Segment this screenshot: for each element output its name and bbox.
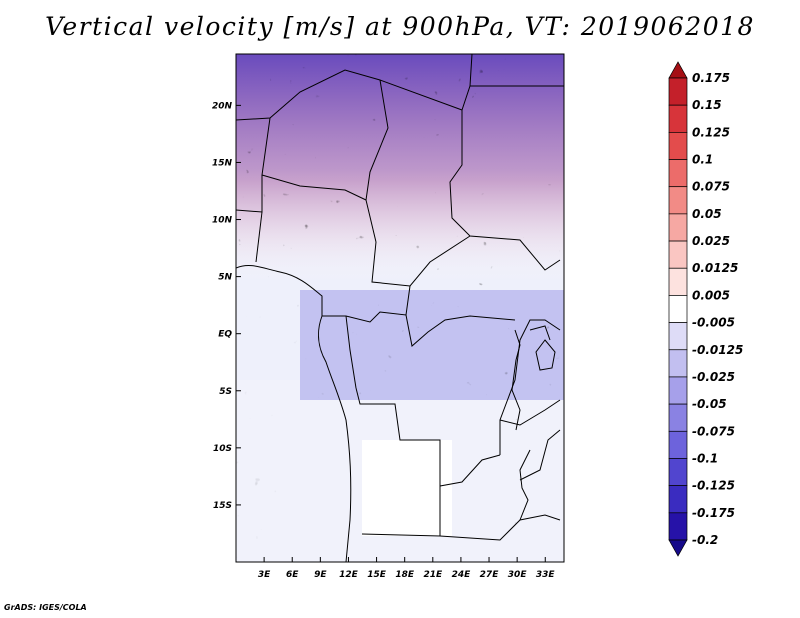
colorbar-box	[668, 186, 688, 215]
colorbar-label: -0.05	[692, 397, 727, 411]
colorbar-label: 0.1	[692, 153, 713, 167]
lon-tick-label: 15E	[367, 570, 387, 580]
chart-title: Vertical velocity [m/s] at 900hPa, VT: 2…	[45, 12, 755, 41]
colorbar-box	[668, 61, 688, 79]
map-frame	[235, 53, 565, 563]
country-borders	[236, 54, 564, 562]
colorbar-box	[668, 485, 688, 514]
lat-axis: 20N 15N 10N 5N EQ 5S 10S 15S	[212, 101, 241, 511]
lon-tick-label: 24E	[452, 570, 472, 580]
lat-tick-label: 5N	[218, 273, 232, 283]
colorbar-box	[668, 295, 688, 323]
lat-tick-label: 10N	[212, 216, 233, 226]
colorbar-label: 0.175	[692, 71, 730, 85]
colorbar-label: -0.075	[692, 424, 735, 438]
lon-tick-label: 30E	[508, 570, 528, 580]
lon-tick-label: 9E	[314, 570, 327, 580]
colorbar-label: -0.125	[692, 479, 735, 493]
colorbar-box	[668, 376, 688, 405]
colorbar-box	[668, 213, 688, 242]
colorbar-label: 0.0125	[692, 261, 738, 275]
lat-tick-label: 15S	[213, 501, 232, 511]
lat-tick-label: 10S	[213, 444, 232, 454]
colorbar-box	[668, 159, 688, 188]
colorbar-box	[668, 403, 688, 432]
colorbar-label: 0.005	[692, 288, 730, 302]
colorbar-label: 0.05	[692, 207, 722, 221]
lat-tick-label: 15N	[212, 158, 233, 168]
colorbar-label: 0.025	[692, 234, 730, 248]
lon-tick-label: 6E	[286, 570, 299, 580]
field-layer	[236, 54, 564, 562]
colorbar-label: -0.0125	[692, 343, 743, 357]
colorbar-box	[668, 430, 688, 459]
colorbar-label: -0.025	[692, 370, 735, 384]
colorbar-labels: 0.175 0.15 0.125 0.1 0.075 0.05 0.025 0.0125 0.0…	[692, 71, 743, 547]
colorbar-label: -0.175	[692, 506, 735, 520]
colorbar-label: 0.075	[692, 180, 730, 194]
lat-tick-label: 20N	[212, 101, 233, 111]
colorbar-box	[668, 77, 688, 106]
grads-credit: GrADS: IGES/COLA	[4, 603, 87, 612]
colorbar-box	[668, 349, 688, 378]
colorbar-box	[668, 104, 688, 133]
colorbar-label: -0.005	[692, 316, 735, 330]
lat-tick-label: 5S	[219, 387, 232, 397]
colorbar-label: -0.1	[692, 451, 718, 465]
lon-tick-label: 12E	[339, 570, 359, 580]
colorbar-box	[668, 539, 688, 557]
colorbar-box	[668, 322, 688, 351]
lat-tick-label: EQ	[218, 330, 232, 340]
lon-tick-label: 33E	[536, 570, 556, 580]
lon-tick-label: 3E	[258, 570, 271, 580]
colorbar-boxes	[668, 61, 688, 557]
lon-tick-label: 18E	[395, 570, 415, 580]
colorbar-box	[668, 132, 688, 160]
colorbar-box	[668, 267, 688, 296]
colorbar-label: -0.2	[692, 533, 718, 547]
colorbar-box	[668, 512, 688, 541]
lon-tick-label: 21E	[423, 570, 443, 580]
colorbar-box	[668, 240, 688, 269]
lon-tick-label: 27E	[480, 570, 500, 580]
colorbar-box	[668, 458, 688, 486]
colorbar-label: 0.15	[692, 98, 722, 112]
colorbar-label: 0.125	[692, 125, 730, 139]
lon-axis: 3E 6E 9E 12E 15E 18E 21E 24E 27E 30E 33E	[258, 557, 556, 580]
